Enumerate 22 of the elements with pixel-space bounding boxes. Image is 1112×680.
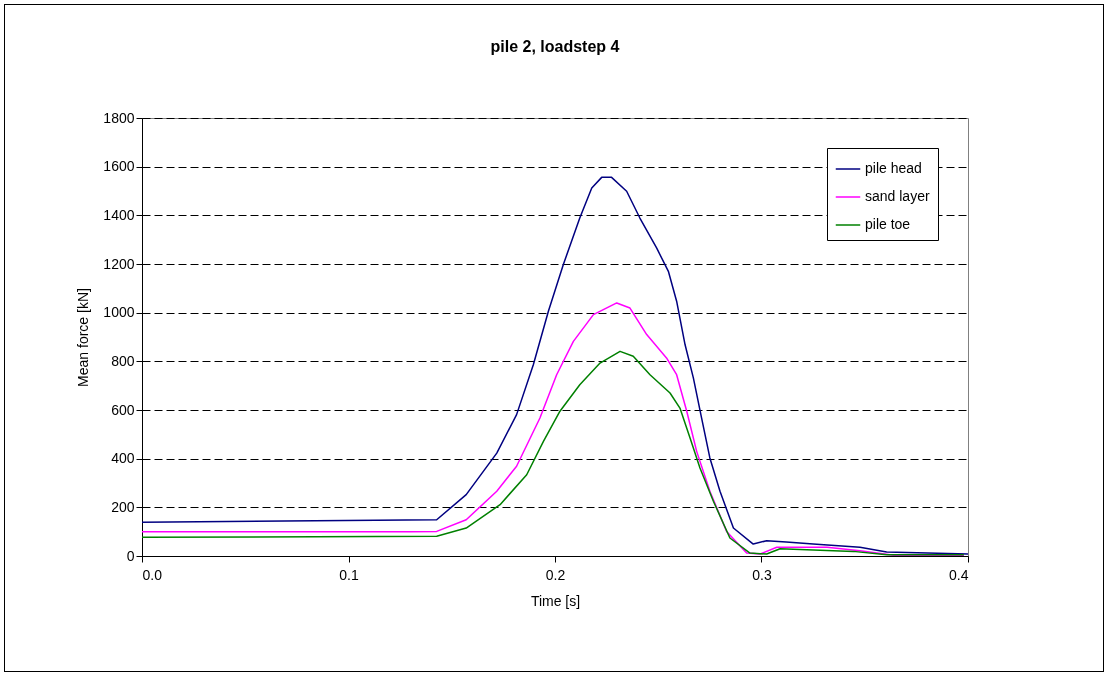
y-tick-label: 1600 [103,158,135,175]
x-tick-label: 0.4 [949,566,969,583]
line-series [142,350,965,556]
x-tick-label: 0.0 [142,566,163,583]
legend-label: pile toe [865,216,911,232]
y-tick-label: 400 [111,450,135,467]
x-tick-label: 0.3 [752,566,772,583]
x-tick-label: 0.2 [545,566,566,583]
x-tick-label: 0.1 [339,566,359,583]
y-tick-label: 800 [111,352,135,369]
y-tick-label: 1000 [103,304,135,321]
x-axis-title: Time [s] [530,592,581,609]
legend-label: sand layer [865,188,930,204]
y-tick-label: 1400 [103,206,135,223]
chart-title: pile 2, loadstep 4 [490,38,620,55]
y-tick-label: 1200 [103,255,135,272]
y-axis-title: Mean force [kN] [75,288,92,387]
legend-label: pile head [865,160,922,176]
y-tick-label: 1800 [103,109,135,126]
y-tick-label: 600 [111,401,135,418]
y-tick-label: 200 [111,498,135,515]
y-tick-label: 0 [126,547,135,564]
